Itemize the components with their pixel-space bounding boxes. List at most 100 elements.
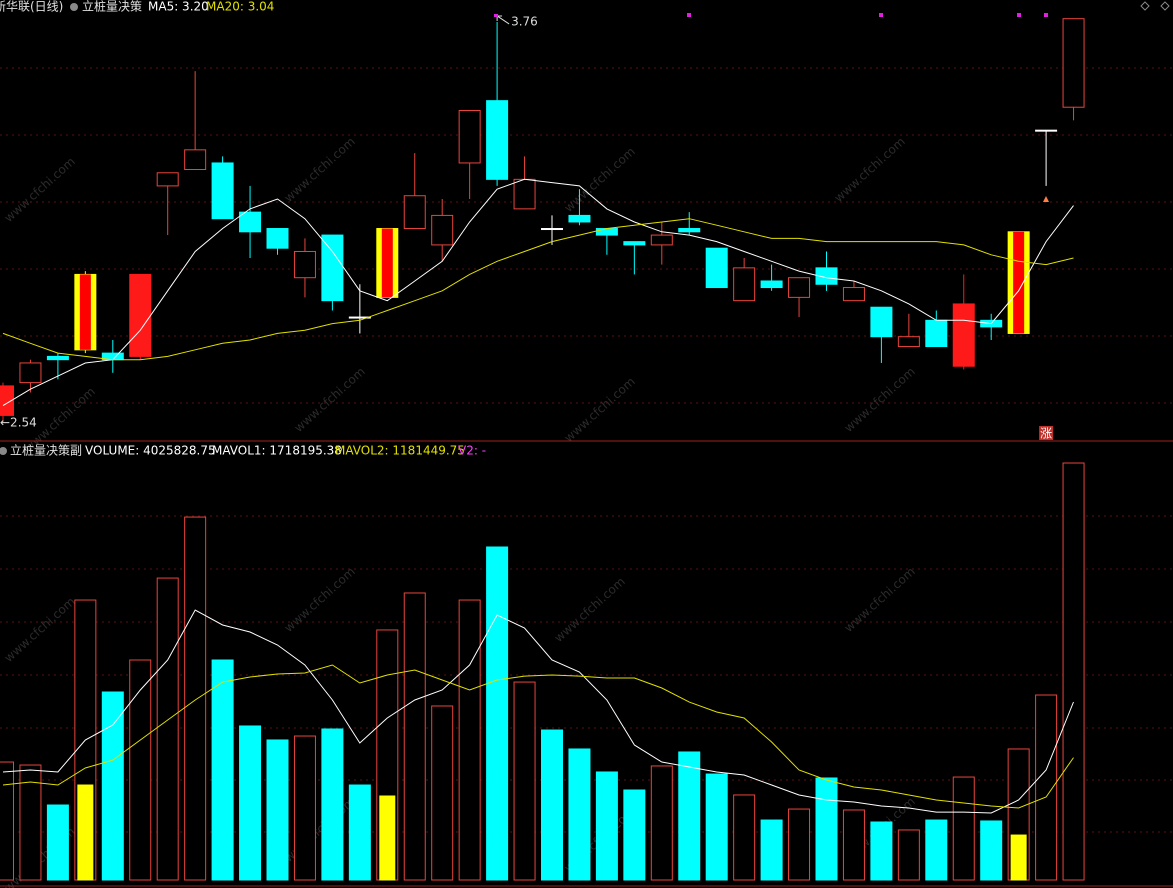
volume-bar	[321, 728, 344, 881]
indicator-name: 立桩量决策	[82, 0, 142, 14]
signal-dot	[494, 13, 498, 17]
signal-dot	[879, 13, 883, 17]
candle-stripe	[1013, 231, 1025, 334]
volume-bar	[678, 751, 701, 881]
candle-body	[403, 195, 426, 230]
volume-bars	[77, 784, 1027, 881]
volume-bar	[815, 777, 838, 881]
candle-stripe	[79, 274, 91, 350]
volume-bar	[46, 804, 69, 881]
candle-body	[211, 162, 234, 220]
volume-ma-line	[2, 664, 1074, 809]
candle-body	[815, 267, 838, 285]
volume-bar	[733, 794, 756, 881]
candle-body	[431, 214, 454, 246]
candle-body	[321, 234, 344, 302]
candle-body	[513, 178, 536, 210]
candle-body	[952, 303, 975, 367]
volume-bars	[0, 462, 1085, 881]
volume-bar	[184, 516, 207, 881]
volume-bar	[705, 773, 728, 881]
badge-text: 涨	[1040, 426, 1052, 441]
volume-bar	[952, 776, 975, 881]
candle-body	[19, 362, 42, 384]
volume-bar	[239, 725, 262, 881]
volume-bar	[0, 761, 14, 881]
candle-body	[870, 306, 893, 338]
stock-title: 新华联(日线)	[0, 0, 63, 14]
badge-box	[1039, 426, 1054, 440]
volume-bar	[541, 729, 563, 881]
signal-dot	[687, 13, 691, 17]
candle-stripe	[381, 228, 393, 298]
candle-body	[925, 319, 948, 348]
volume-bar	[293, 735, 316, 881]
header-dot	[0, 447, 7, 455]
candle-body	[595, 228, 618, 236]
candle-body	[46, 355, 69, 361]
legend-volume: VOLUME: 4025828.75	[85, 444, 216, 458]
signal-volume-bar	[1010, 834, 1027, 881]
candle-body	[650, 234, 673, 246]
volume-bar	[568, 748, 591, 881]
candle-body	[293, 250, 316, 279]
volume-bar	[211, 659, 234, 881]
candle-body	[266, 228, 289, 249]
volume-bar	[513, 681, 536, 881]
arrow-marker	[1043, 196, 1049, 202]
candle-body	[733, 267, 756, 302]
volume-ma-line	[2, 609, 1074, 814]
candle-body	[678, 228, 701, 233]
candle-body	[623, 241, 646, 246]
annotation: ←2.54	[0, 415, 37, 429]
candles	[0, 18, 1085, 422]
volume-title: 立桩量决策副	[10, 443, 82, 458]
signal-dots	[494, 13, 1048, 17]
volume-bar	[925, 819, 948, 881]
signal-volume-bar	[379, 795, 396, 881]
candle-body	[239, 211, 262, 233]
candle-body	[129, 273, 152, 357]
candle-body	[458, 109, 481, 164]
signal-dot	[1044, 13, 1048, 17]
header-dot	[70, 3, 78, 11]
candle-body	[486, 100, 509, 180]
legend-v2: V2: -	[458, 444, 486, 458]
volume-bar	[266, 739, 289, 881]
candle-body	[0, 385, 14, 416]
volume-bar	[650, 765, 673, 881]
candle-body	[348, 316, 371, 319]
volume-bar	[486, 546, 509, 881]
ma-line	[2, 178, 1074, 407]
volume-bar	[129, 659, 152, 881]
candle-body	[788, 277, 811, 298]
plot-area: 3.76 ←2.54 涨	[0, 14, 1085, 881]
volume-bar	[788, 808, 811, 881]
volume-bar	[101, 691, 124, 881]
candle-body	[568, 214, 591, 223]
volume-bar	[403, 592, 426, 881]
candle-body	[156, 172, 179, 187]
volume-bar	[870, 821, 893, 881]
volume-bar	[348, 784, 371, 881]
candle-body	[1035, 129, 1058, 132]
candle-body	[705, 247, 728, 289]
candle-body	[184, 149, 207, 171]
window-icons[interactable]	[1140, 1, 1170, 11]
candle-body	[897, 336, 920, 348]
volume-bar	[623, 789, 646, 881]
legend-ma5: MA5: 3.20	[148, 0, 209, 14]
volume-bar	[760, 819, 783, 881]
volume-bar	[19, 764, 42, 881]
volume-bar	[842, 809, 865, 881]
legend-mavol1: MAVOL1: 1718195.38	[212, 444, 342, 458]
candle-body	[541, 228, 563, 231]
annotation: 3.76	[511, 14, 538, 28]
volume-bar	[897, 829, 920, 881]
volume-bar	[431, 705, 454, 881]
legend-mavol2: MAVOL2: 1181449.75	[335, 444, 465, 458]
candle-body	[1062, 18, 1085, 108]
candle-body	[760, 280, 783, 289]
volume-bar	[1035, 694, 1058, 881]
